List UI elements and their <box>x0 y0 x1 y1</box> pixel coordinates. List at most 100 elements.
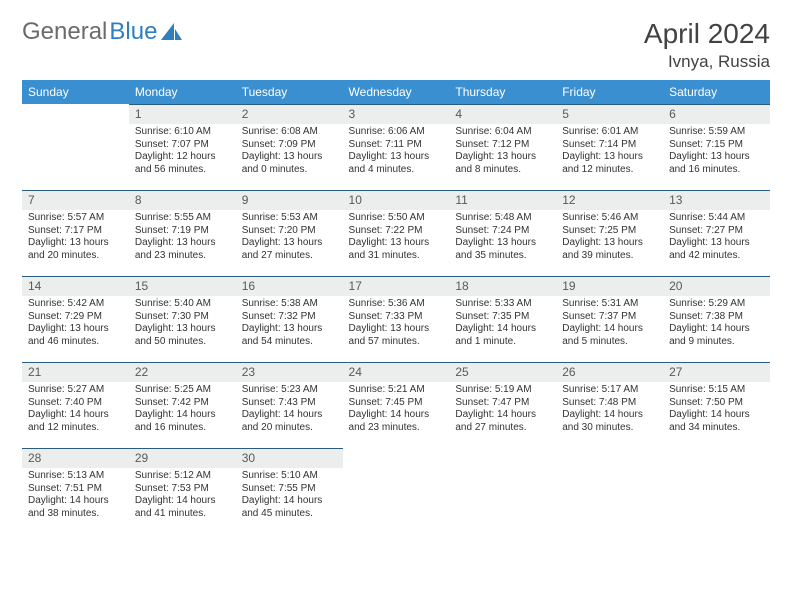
sunrise-text: Sunrise: 5:46 AM <box>562 212 657 225</box>
cell-body: Sunrise: 5:38 AMSunset: 7:32 PMDaylight:… <box>236 296 343 352</box>
daylight-text: and 34 minutes. <box>669 422 764 435</box>
sunrise-text: Sunrise: 6:01 AM <box>562 126 657 139</box>
logo: GeneralBlue <box>22 18 183 46</box>
calendar-cell: 7Sunrise: 5:57 AMSunset: 7:17 PMDaylight… <box>22 190 129 276</box>
daylight-text: and 31 minutes. <box>349 250 444 263</box>
daylight-text: Daylight: 14 hours <box>135 495 230 508</box>
daylight-text: and 27 minutes. <box>242 250 337 263</box>
sunrise-text: Sunrise: 5:17 AM <box>562 384 657 397</box>
sunrise-text: Sunrise: 6:06 AM <box>349 126 444 139</box>
calendar-cell: 3Sunrise: 6:06 AMSunset: 7:11 PMDaylight… <box>343 104 450 190</box>
daylight-text: and 20 minutes. <box>28 250 123 263</box>
daylight-text: and 27 minutes. <box>455 422 550 435</box>
sunset-text: Sunset: 7:24 PM <box>455 225 550 238</box>
sunset-text: Sunset: 7:22 PM <box>349 225 444 238</box>
calendar-cell: 15Sunrise: 5:40 AMSunset: 7:30 PMDayligh… <box>129 276 236 362</box>
sunset-text: Sunset: 7:11 PM <box>349 139 444 152</box>
cell-body: Sunrise: 6:01 AMSunset: 7:14 PMDaylight:… <box>556 124 663 180</box>
header: GeneralBlue April 2024 Ivnya, Russia <box>22 18 770 72</box>
day-number: 13 <box>663 190 770 210</box>
calendar-cell: 18Sunrise: 5:33 AMSunset: 7:35 PMDayligh… <box>449 276 556 362</box>
sunrise-text: Sunrise: 5:38 AM <box>242 298 337 311</box>
sunrise-text: Sunrise: 5:29 AM <box>669 298 764 311</box>
calendar-week-row: 1Sunrise: 6:10 AMSunset: 7:07 PMDaylight… <box>22 104 770 190</box>
daylight-text: and 56 minutes. <box>135 164 230 177</box>
weekday-header: Thursday <box>449 80 556 104</box>
sunrise-text: Sunrise: 5:57 AM <box>28 212 123 225</box>
sunrise-text: Sunrise: 6:08 AM <box>242 126 337 139</box>
cell-body: Sunrise: 5:13 AMSunset: 7:51 PMDaylight:… <box>22 468 129 524</box>
cell-body: Sunrise: 5:21 AMSunset: 7:45 PMDaylight:… <box>343 382 450 438</box>
sunset-text: Sunset: 7:43 PM <box>242 397 337 410</box>
daylight-text: Daylight: 13 hours <box>349 237 444 250</box>
cell-body: Sunrise: 5:42 AMSunset: 7:29 PMDaylight:… <box>22 296 129 352</box>
sunset-text: Sunset: 7:20 PM <box>242 225 337 238</box>
sunset-text: Sunset: 7:48 PM <box>562 397 657 410</box>
cell-body: Sunrise: 6:08 AMSunset: 7:09 PMDaylight:… <box>236 124 343 180</box>
calendar-cell: 9Sunrise: 5:53 AMSunset: 7:20 PMDaylight… <box>236 190 343 276</box>
weekday-header-row: SundayMondayTuesdayWednesdayThursdayFrid… <box>22 80 770 104</box>
calendar-cell <box>663 448 770 534</box>
sunset-text: Sunset: 7:45 PM <box>349 397 444 410</box>
daylight-text: Daylight: 14 hours <box>135 409 230 422</box>
calendar-cell <box>449 448 556 534</box>
day-number: 19 <box>556 276 663 296</box>
sunrise-text: Sunrise: 5:13 AM <box>28 470 123 483</box>
calendar-week-row: 14Sunrise: 5:42 AMSunset: 7:29 PMDayligh… <box>22 276 770 362</box>
sunrise-text: Sunrise: 5:44 AM <box>669 212 764 225</box>
daylight-text: Daylight: 14 hours <box>242 409 337 422</box>
daylight-text: Daylight: 14 hours <box>455 323 550 336</box>
day-number: 6 <box>663 104 770 124</box>
calendar-cell: 27Sunrise: 5:15 AMSunset: 7:50 PMDayligh… <box>663 362 770 448</box>
weekday-header: Saturday <box>663 80 770 104</box>
cell-body: Sunrise: 5:27 AMSunset: 7:40 PMDaylight:… <box>22 382 129 438</box>
day-number: 23 <box>236 362 343 382</box>
calendar-cell <box>556 448 663 534</box>
daylight-text: and 30 minutes. <box>562 422 657 435</box>
sunset-text: Sunset: 7:32 PM <box>242 311 337 324</box>
sunrise-text: Sunrise: 5:50 AM <box>349 212 444 225</box>
daylight-text: Daylight: 13 hours <box>349 151 444 164</box>
sunset-text: Sunset: 7:42 PM <box>135 397 230 410</box>
sunset-text: Sunset: 7:07 PM <box>135 139 230 152</box>
day-number: 20 <box>663 276 770 296</box>
daylight-text: Daylight: 14 hours <box>455 409 550 422</box>
daylight-text: and 42 minutes. <box>669 250 764 263</box>
calendar-cell: 1Sunrise: 6:10 AMSunset: 7:07 PMDaylight… <box>129 104 236 190</box>
calendar-cell: 13Sunrise: 5:44 AMSunset: 7:27 PMDayligh… <box>663 190 770 276</box>
daylight-text: Daylight: 13 hours <box>669 151 764 164</box>
cell-body: Sunrise: 5:59 AMSunset: 7:15 PMDaylight:… <box>663 124 770 180</box>
calendar-cell: 23Sunrise: 5:23 AMSunset: 7:43 PMDayligh… <box>236 362 343 448</box>
daylight-text: and 4 minutes. <box>349 164 444 177</box>
sunrise-text: Sunrise: 5:33 AM <box>455 298 550 311</box>
calendar-cell: 28Sunrise: 5:13 AMSunset: 7:51 PMDayligh… <box>22 448 129 534</box>
calendar-cell: 19Sunrise: 5:31 AMSunset: 7:37 PMDayligh… <box>556 276 663 362</box>
cell-body: Sunrise: 5:12 AMSunset: 7:53 PMDaylight:… <box>129 468 236 524</box>
sunset-text: Sunset: 7:25 PM <box>562 225 657 238</box>
sunrise-text: Sunrise: 5:21 AM <box>349 384 444 397</box>
sunrise-text: Sunrise: 5:27 AM <box>28 384 123 397</box>
day-number: 29 <box>129 448 236 468</box>
sunset-text: Sunset: 7:33 PM <box>349 311 444 324</box>
cell-body: Sunrise: 6:04 AMSunset: 7:12 PMDaylight:… <box>449 124 556 180</box>
sunset-text: Sunset: 7:15 PM <box>669 139 764 152</box>
sunrise-text: Sunrise: 5:48 AM <box>455 212 550 225</box>
calendar-cell: 16Sunrise: 5:38 AMSunset: 7:32 PMDayligh… <box>236 276 343 362</box>
sunrise-text: Sunrise: 5:42 AM <box>28 298 123 311</box>
day-number: 17 <box>343 276 450 296</box>
daylight-text: and 12 minutes. <box>562 164 657 177</box>
sunrise-text: Sunrise: 5:59 AM <box>669 126 764 139</box>
sunset-text: Sunset: 7:37 PM <box>562 311 657 324</box>
calendar-cell: 8Sunrise: 5:55 AMSunset: 7:19 PMDaylight… <box>129 190 236 276</box>
daylight-text: Daylight: 12 hours <box>135 151 230 164</box>
daylight-text: Daylight: 13 hours <box>242 323 337 336</box>
cell-body: Sunrise: 5:46 AMSunset: 7:25 PMDaylight:… <box>556 210 663 266</box>
month-title: April 2024 <box>644 18 770 50</box>
day-number: 27 <box>663 362 770 382</box>
sunset-text: Sunset: 7:47 PM <box>455 397 550 410</box>
day-number: 26 <box>556 362 663 382</box>
cell-body: Sunrise: 5:57 AMSunset: 7:17 PMDaylight:… <box>22 210 129 266</box>
day-number: 7 <box>22 190 129 210</box>
daylight-text: and 20 minutes. <box>242 422 337 435</box>
daylight-text: Daylight: 13 hours <box>242 237 337 250</box>
